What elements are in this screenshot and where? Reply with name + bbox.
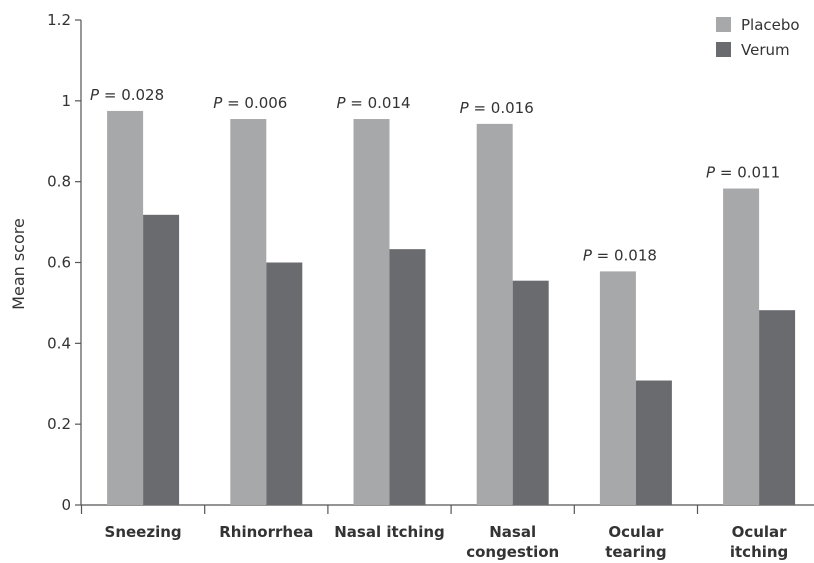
x-tick-label: Ocular itching [730, 523, 788, 561]
legend-swatch-verum [716, 42, 731, 57]
x-tick-label: Ocular tearing [605, 523, 666, 561]
bar-placebo [599, 271, 636, 505]
p-value-label: P = 0.018 [583, 246, 657, 264]
bar-verum [389, 249, 426, 505]
bar-placebo [107, 110, 144, 505]
y-axis: 0 0.2 0.4 0.6 0.8 1 1.2 [47, 11, 82, 514]
bar-placebo [723, 188, 760, 505]
y-tick-label: 0 [61, 496, 71, 514]
legend-swatch-placebo [716, 17, 731, 32]
bar-placebo [476, 123, 513, 505]
bar-placebo [353, 119, 390, 505]
y-tick-label: 0.6 [47, 254, 71, 272]
bar-verum [143, 214, 180, 505]
y-tick-label: 0.2 [47, 415, 71, 433]
x-tick-label: Rhinorrhea [219, 523, 313, 541]
legend-label-placebo: Placebo [741, 16, 800, 34]
y-tick-label: 1 [61, 92, 71, 110]
p-value-label: P = 0.028 [90, 86, 164, 104]
x-tick-label: Sneezing [105, 523, 182, 541]
p-value-label: P = 0.011 [706, 164, 780, 182]
bar-verum [266, 262, 303, 505]
p-value-label: P = 0.006 [213, 94, 287, 112]
x-tick-label: Nasal itching [334, 523, 445, 541]
x-tick-label: Nasal congestion [466, 523, 559, 561]
bar-verum [759, 310, 796, 505]
bars [107, 110, 796, 505]
p-value-label: P = 0.014 [336, 94, 410, 112]
y-tick-label: 0.4 [47, 334, 71, 352]
y-axis-label: Mean score [9, 218, 28, 310]
p-value-annotations: P = 0.028 P = 0.006 P = 0.014 P = 0.016 P = … [90, 86, 780, 264]
y-tick-label: 1.2 [47, 11, 71, 29]
bar-verum [635, 380, 672, 505]
bar-verum [512, 280, 549, 505]
x-axis: Sneezing Rhinorrhea Nasal itching Nasal cong… [80, 504, 814, 561]
legend: Placebo Verum [716, 16, 800, 59]
p-value-label: P = 0.016 [460, 99, 534, 117]
y-tick-label: 0.8 [47, 173, 71, 191]
legend-label-verum: Verum [741, 41, 790, 59]
bar-placebo [230, 119, 267, 505]
